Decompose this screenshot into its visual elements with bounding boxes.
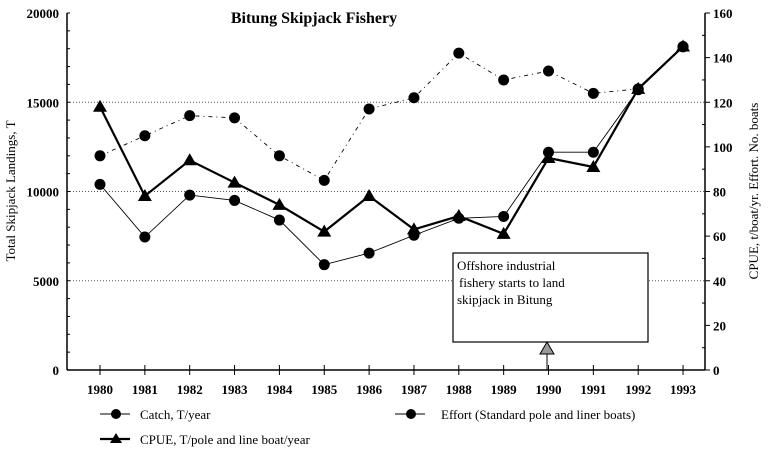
x-tick-label: 1980 — [87, 382, 113, 397]
y2-tick-label: 140 — [713, 51, 733, 66]
y2-tick-label: 100 — [713, 140, 733, 155]
data-point — [227, 175, 242, 188]
annotation-arrow-head — [539, 341, 555, 355]
data-point — [94, 178, 106, 190]
data-point — [498, 74, 510, 86]
y-tick-label: 0 — [53, 363, 60, 378]
y-axis-label: Total Skipjack Landings, T — [3, 120, 18, 261]
data-point — [451, 209, 466, 222]
x-tick-label: 1992 — [625, 382, 651, 397]
data-point — [318, 174, 330, 186]
x-tick-label: 1982 — [177, 382, 203, 397]
x-tick-label: 1981 — [132, 382, 158, 397]
data-point — [496, 226, 511, 239]
data-point — [453, 47, 465, 59]
data-point — [317, 224, 332, 237]
data-point — [587, 87, 599, 99]
y2-tick-label: 40 — [713, 274, 726, 289]
x-tick-label: 1986 — [356, 382, 383, 397]
legend-label: Effort (Standard pole and liner boats) — [441, 407, 635, 422]
y-tick-label: 5000 — [33, 274, 59, 289]
x-tick-label: 1989 — [491, 382, 518, 397]
y2-tick-label: 160 — [713, 6, 733, 21]
y2-tick-label: 0 — [713, 363, 720, 378]
legend-marker — [110, 433, 122, 443]
data-point — [408, 92, 420, 104]
data-point — [273, 150, 285, 162]
y2-tick-label: 60 — [713, 229, 726, 244]
legend-marker — [111, 409, 121, 419]
y-tick-label: 15000 — [27, 95, 60, 110]
data-point — [229, 194, 241, 206]
legend: Catch, T/year Effort (Standard pole and l… — [100, 407, 635, 447]
y2-tick-label: 120 — [713, 95, 733, 110]
annotation: Offshore industrial fishery starts to la… — [452, 252, 649, 370]
series-line-1 — [99, 46, 684, 181]
data-point — [182, 153, 197, 166]
data-point — [362, 188, 377, 201]
data-point — [93, 99, 107, 112]
data-point — [676, 39, 691, 52]
series-line-2 — [99, 45, 684, 236]
data-point — [587, 146, 599, 158]
y2-tick-label: 80 — [713, 185, 726, 200]
data-point — [184, 110, 196, 122]
data-point — [543, 65, 554, 77]
legend-label: Catch, T/year — [140, 407, 211, 422]
x-tick-label: 1991 — [580, 382, 606, 397]
data-point — [94, 150, 106, 162]
y2-tick-label: 20 — [713, 318, 726, 333]
data-point — [498, 210, 510, 222]
data-point — [363, 247, 375, 259]
x-tick-label: 1990 — [536, 382, 562, 397]
annotation-line-3: skipjack in Bitung — [457, 292, 553, 307]
data-point — [229, 112, 241, 124]
data-point — [631, 81, 646, 94]
data-point — [586, 159, 601, 172]
legend-label: CPUE, T/pole and line boat/year — [140, 432, 310, 447]
data-point — [406, 222, 421, 235]
x-tick-label: 1983 — [222, 382, 249, 397]
legend-marker — [406, 409, 416, 419]
y-tick-label: 10000 — [27, 185, 60, 200]
data-point — [139, 130, 151, 142]
data-point — [273, 214, 285, 226]
x-tick-label: 1987 — [401, 382, 428, 397]
annotation-line-2: fishery starts to land — [459, 275, 565, 290]
series-line-0 — [99, 46, 684, 266]
data-point — [363, 103, 375, 115]
data-point — [137, 188, 152, 201]
y-tick-label: 20000 — [27, 6, 60, 21]
x-tick-label: 1985 — [311, 382, 338, 397]
data-point — [318, 259, 330, 271]
data-point — [541, 151, 556, 164]
x-tick-label: 1993 — [670, 382, 697, 397]
chart-title: Bitung Skipjack Fishery — [231, 10, 397, 27]
data-point — [139, 231, 151, 243]
y2-axis-label: CPUE, t/boat/yr. Effort. No. boats — [746, 103, 761, 280]
x-tick-label: 1984 — [266, 382, 293, 397]
x-tick-label: 1988 — [446, 382, 473, 397]
annotation-line-1: Offshore industrial — [457, 258, 556, 273]
data-point — [272, 197, 287, 210]
data-point — [184, 189, 196, 201]
